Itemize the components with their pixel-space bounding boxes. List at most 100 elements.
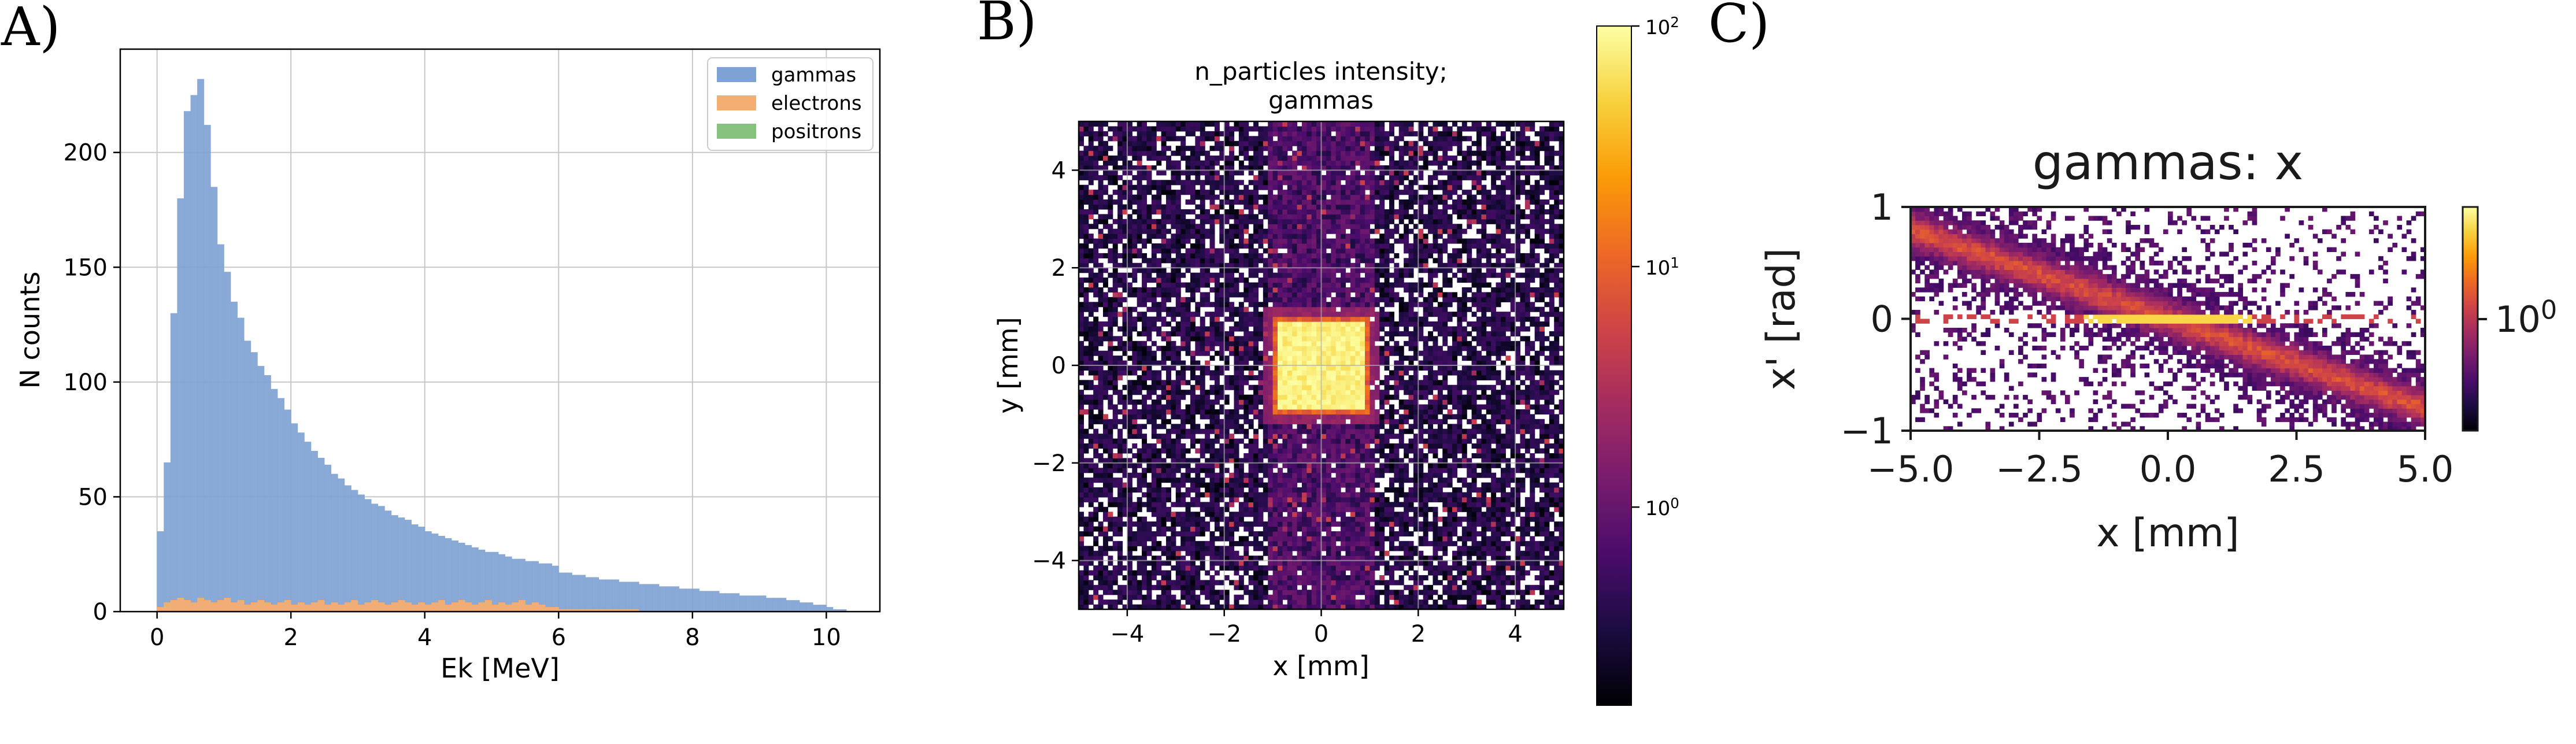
intensity-map-cell	[1297, 428, 1302, 434]
intensity-map-cell	[1258, 453, 1264, 458]
intensity-map-cell	[1365, 482, 1370, 488]
intensity-map-cell	[1146, 599, 1152, 605]
intensity-map-cell	[1404, 478, 1409, 483]
intensity-map-cell	[1253, 536, 1259, 542]
intensity-map-cell	[1321, 599, 1327, 605]
intensity-map-cell	[1209, 399, 1215, 405]
intensity-map-cell	[1437, 380, 1443, 386]
intensity-map-cell	[1248, 350, 1254, 356]
intensity-map-cell	[1200, 384, 1205, 390]
intensity-map-cell	[1146, 462, 1152, 468]
intensity-map-cell	[1370, 546, 1375, 551]
intensity-map-cell	[1549, 497, 1555, 502]
intensity-map-cell	[1539, 570, 1545, 576]
intensity-map-cell	[1476, 394, 1482, 400]
intensity-map-cell	[1316, 497, 1322, 502]
intensity-map-cell	[1268, 419, 1274, 424]
intensity-map-cell	[1321, 414, 1327, 420]
intensity-map-cell	[1500, 468, 1506, 473]
intensity-map-cell	[1088, 380, 1094, 386]
intensity-map-cell	[1112, 438, 1118, 444]
intensity-map-cell	[1311, 531, 1317, 536]
intensity-map-cell	[1321, 438, 1327, 444]
intensity-map-cell	[1108, 516, 1113, 522]
intensity-map-cell	[1408, 565, 1414, 571]
intensity-map-cell	[1467, 575, 1472, 580]
intensity-map-cell	[1190, 478, 1196, 483]
intensity-map-cell	[1205, 512, 1211, 517]
intensity-map-cell	[1166, 580, 1172, 586]
intensity-map-cell	[1442, 336, 1448, 342]
intensity-map-cell	[1219, 482, 1225, 488]
intensity-map-cell	[1491, 565, 1497, 571]
intensity-map-cell	[1253, 404, 1259, 410]
intensity-map-cell	[1292, 404, 1298, 410]
intensity-map-cell	[1306, 448, 1312, 454]
intensity-map-cell	[1457, 419, 1463, 424]
intensity-map-cell	[1137, 482, 1142, 488]
histogram-bar-gammas	[732, 593, 740, 612]
intensity-map-cell	[1205, 502, 1211, 508]
intensity-map-cell	[1268, 565, 1274, 571]
histogram-bar-electrons	[190, 602, 198, 612]
intensity-map-cell	[1306, 506, 1312, 512]
intensity-map-cell	[1398, 541, 1404, 546]
intensity-map-cell	[1127, 594, 1132, 600]
intensity-map-cell	[1341, 428, 1346, 434]
intensity-map-cell	[1311, 468, 1317, 473]
intensity-map-cell	[1423, 492, 1428, 498]
intensity-map-cell	[1166, 394, 1172, 400]
intensity-map-cell	[1447, 604, 1453, 610]
intensity-map-cell	[1428, 370, 1434, 376]
intensity-map-cell	[1277, 380, 1283, 386]
intensity-map-cell	[1287, 521, 1293, 527]
intensity-map-cell	[1311, 434, 1317, 439]
intensity-map-cell	[1102, 482, 1108, 488]
intensity-map-cell	[1151, 350, 1157, 356]
intensity-map-cell	[1195, 462, 1201, 468]
intensity-map-cell	[1365, 526, 1370, 532]
intensity-map-cell	[1549, 424, 1555, 430]
intensity-map-cell	[1156, 526, 1162, 532]
intensity-map-cell	[1229, 409, 1235, 414]
intensity-map-cell	[1137, 462, 1142, 468]
intensity-map-cell	[1544, 458, 1550, 464]
intensity-map-cell	[1146, 482, 1152, 488]
intensity-map-cell	[1534, 448, 1540, 454]
intensity-map-cell	[1335, 346, 1341, 351]
intensity-map-cell	[1413, 599, 1419, 605]
intensity-map-cell	[1253, 516, 1259, 522]
intensity-map-cell	[1530, 526, 1535, 532]
intensity-map-cell	[1461, 434, 1467, 439]
intensity-map-cell	[1549, 512, 1555, 517]
intensity-map-cell	[1248, 478, 1254, 483]
intensity-map-cell	[1234, 541, 1239, 546]
intensity-map-cell	[1224, 478, 1230, 483]
intensity-map-cell	[1384, 331, 1390, 336]
intensity-map-cell	[1190, 336, 1196, 342]
intensity-map-cell	[1093, 556, 1099, 561]
intensity-map-cell	[1127, 506, 1132, 512]
intensity-map-cell	[1360, 546, 1365, 551]
intensity-map-cell	[1554, 414, 1560, 420]
intensity-map-cell	[1554, 590, 1560, 595]
intensity-map-cell	[1452, 526, 1458, 532]
intensity-map-cell	[1253, 414, 1259, 420]
histogram-bar-gammas	[793, 600, 800, 612]
intensity-map-cell	[1341, 516, 1346, 522]
intensity-map-cell	[1248, 560, 1254, 566]
intensity-map-cell	[1117, 326, 1123, 332]
intensity-map-cell	[1379, 462, 1385, 468]
intensity-map-cell	[1461, 448, 1467, 454]
intensity-map-cell	[1515, 560, 1521, 566]
intensity-map-cell	[1122, 414, 1128, 420]
intensity-map-cell	[1370, 390, 1375, 395]
intensity-map-cell	[1185, 336, 1191, 342]
intensity-map-cell	[1248, 448, 1254, 454]
intensity-map-cell	[1088, 365, 1094, 371]
intensity-map-cell	[1554, 492, 1560, 498]
intensity-map-cell	[1491, 492, 1497, 498]
intensity-map-cell	[1398, 331, 1404, 336]
intensity-map-cell	[1209, 326, 1215, 332]
intensity-map-cell	[1224, 443, 1230, 449]
